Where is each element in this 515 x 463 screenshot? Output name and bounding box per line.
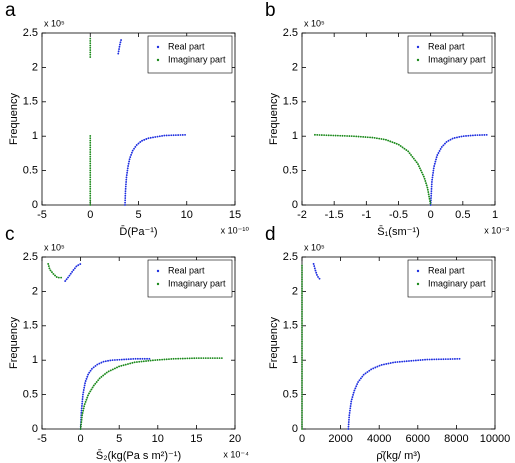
legend-label: Real part [428,265,465,275]
legend-box [407,259,493,298]
y-tick-label: 0.5 [283,389,298,401]
y-tick-label: 1 [292,130,298,142]
y-tick-label: 2 [32,61,38,73]
y-tick-label: 1.5 [23,320,38,332]
x-tick-label: 10 [181,209,193,221]
y-tick-label: 0 [32,199,38,211]
y-tick-label: 0 [32,423,38,435]
x-tick-label: 15 [229,209,241,221]
panel-label: c [5,224,15,245]
x-tick-label: 4000 [367,433,391,445]
y-tick-label: 1 [32,130,38,142]
x-tick-label: -2 [297,209,307,221]
legend-label: Imaginary part [428,278,486,288]
y-multiplier: x 10⁵ [304,18,325,28]
x-tick-label: 8000 [444,433,468,445]
panel: 0 0.5 1 1.5 2 2.5 0 2000 4000 6000 8000 10000 d Frequ… [265,224,510,462]
y-tick-label: 1 [32,354,38,366]
x-tick-label: 0 [78,433,84,445]
legend-marker [156,58,160,62]
y-tick-label: 1.5 [23,96,38,108]
x-multiplier: x 10⁻⁴ [223,449,249,459]
y-multiplier: x 10⁵ [44,242,65,252]
x-tick-label: 5 [116,433,122,445]
legend-label: Real part [168,265,205,275]
x-tick-label: 0 [87,209,93,221]
y-tick-label: 0 [292,199,298,211]
y-tick-label: 1.5 [283,320,298,332]
y-tick-label: 2 [292,285,298,297]
y-multiplier: x 10⁵ [44,18,65,28]
series-line [312,262,462,430]
y-axis-label: Frequency [8,93,20,145]
legend-marker [416,282,420,286]
legend-marker [416,45,420,49]
x-axis-label: S̄₁(sm⁻¹) [377,225,420,238]
x-tick-label: 20 [229,433,241,445]
x-tick-label: 0 [428,209,434,221]
legend-label: Imaginary part [428,54,486,64]
y-tick-label: 1.5 [283,96,298,108]
x-tick-label: -1 [361,209,371,221]
y-multiplier: x 10⁵ [304,242,325,252]
y-tick-label: 2 [32,285,38,297]
x-multiplier: x 10⁻¹⁰ [221,225,250,235]
y-tick-label: 0 [292,423,298,435]
y-axis-label: Frequency [8,317,20,369]
x-axis-label: ρ̄(kg/ m³) [376,450,420,462]
x-tick-label: 6000 [406,433,430,445]
y-axis-label: Frequency [268,317,280,369]
x-axis-label: D̄(Pa⁻¹) [119,225,157,238]
y-tick-label: 0.5 [283,165,298,177]
legend-box [147,35,233,74]
x-tick-label: 5 [135,209,141,221]
y-tick-label: 0.5 [23,389,38,401]
x-tick-label: -5 [37,433,47,445]
legend-box [407,35,493,74]
y-tick-label: 0.5 [23,165,38,177]
x-tick-label: -1.5 [325,209,344,221]
panel-label: d [265,224,276,245]
x-tick-label: -5 [37,209,47,221]
x-tick-label: -0.5 [389,209,408,221]
x-tick-label: 2000 [328,433,352,445]
y-tick-label: 2.5 [23,251,38,263]
legend-marker [156,45,160,49]
panel: 0 0.5 1 1.5 2 2.5 -2 -1.5 -1 -0.5 0 0.5 1 b Frequency x… [265,0,509,238]
legend-marker [416,58,420,62]
legend-label: Real part [428,41,465,51]
y-tick-label: 2.5 [283,251,298,263]
x-multiplier: x 10⁻³ [484,225,509,235]
legend-marker [156,269,160,273]
x-axis-label: S̄₂(kg(Pa s m²)⁻¹) [96,449,181,462]
series-line [64,262,151,430]
series-line [117,38,188,206]
x-tick-label: 15 [190,433,202,445]
panel-label: b [265,0,276,21]
series-line [47,262,225,430]
panel-label: a [5,0,16,21]
y-tick-label: 2 [292,61,298,73]
legend-marker [156,282,160,286]
y-tick-label: 2.5 [23,27,38,39]
x-tick-label: 1 [492,209,498,221]
legend-label: Real part [168,41,205,51]
legend-marker [416,269,420,273]
legend-box [147,259,233,298]
legend-label: Imaginary part [168,278,226,288]
x-tick-label: 10 [152,433,164,445]
y-tick-label: 1 [292,354,298,366]
y-axis-label: Frequency [268,93,280,145]
x-tick-label: 10000 [480,433,511,445]
legend-label: Imaginary part [168,54,226,64]
y-tick-label: 2.5 [283,27,298,39]
x-tick-label: 0.5 [455,209,470,221]
x-tick-label: 0 [299,433,305,445]
